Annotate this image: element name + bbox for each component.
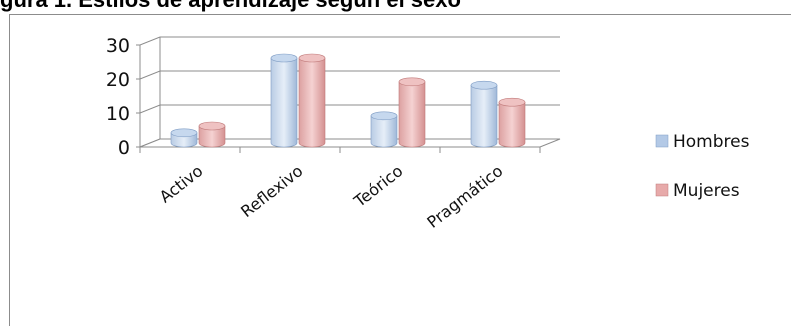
category-labels: Activo Reflexivo Teórico Pragmático: [156, 161, 507, 232]
bar-hombres-reflexivo: [270, 53, 298, 148]
y-tick-label: 20: [106, 69, 130, 91]
category-label: Pragmático: [423, 161, 506, 232]
gridline-10: [136, 104, 560, 114]
bar-top: [370, 111, 398, 121]
bar-hombres-pragmático: [470, 80, 498, 148]
bar-top: [270, 53, 298, 63]
chart-floor: [139, 138, 561, 148]
category-label: Reflexivo: [237, 161, 306, 221]
bar-top: [470, 80, 498, 90]
legend-item-hombres: Hombres: [655, 132, 750, 152]
legend-label: Hombres: [673, 132, 750, 152]
bar-body: [298, 57, 326, 148]
bar-hombres-activo: [170, 128, 198, 148]
category-label: Activo: [156, 161, 207, 206]
bar-top: [170, 128, 198, 138]
y-tick-label: 30: [106, 35, 130, 57]
gridline-30: [136, 36, 560, 46]
bar-top: [298, 53, 326, 63]
bar-mujeres-pragmático: [498, 97, 526, 148]
bar-body: [198, 125, 226, 148]
bar-body: [370, 115, 398, 148]
legend-item-mujeres: Mujeres: [655, 181, 740, 201]
gridline-20: [136, 70, 560, 80]
figure-caption: gura 1. Estilos de aprendizaje según el …: [0, 0, 799, 13]
bar-body: [270, 57, 298, 148]
bar-top: [198, 121, 226, 131]
bar-body: [498, 101, 526, 148]
legend-swatch: [655, 183, 669, 197]
bar-top: [398, 77, 426, 87]
bar-hombres-teórico: [370, 111, 398, 148]
bar-body: [398, 81, 426, 148]
bar-mujeres-reflexivo: [298, 53, 326, 148]
axes: [139, 37, 561, 153]
legend: Hombres Mujeres: [655, 132, 750, 201]
bar-top: [498, 97, 526, 107]
y-tick-label: 0: [118, 137, 130, 159]
y-tick-label: 10: [106, 103, 130, 125]
chart-frame: [9, 14, 791, 326]
legend-swatch: [655, 134, 669, 148]
bar-body: [470, 84, 498, 148]
bar-mujeres-activo: [198, 121, 226, 148]
category-label: Teórico: [350, 161, 407, 211]
legend-label: Mujeres: [673, 181, 740, 201]
y-tick-labels: 0 10 20 30: [106, 35, 130, 159]
bars: [170, 53, 526, 148]
bar-mujeres-teórico: [398, 77, 426, 148]
